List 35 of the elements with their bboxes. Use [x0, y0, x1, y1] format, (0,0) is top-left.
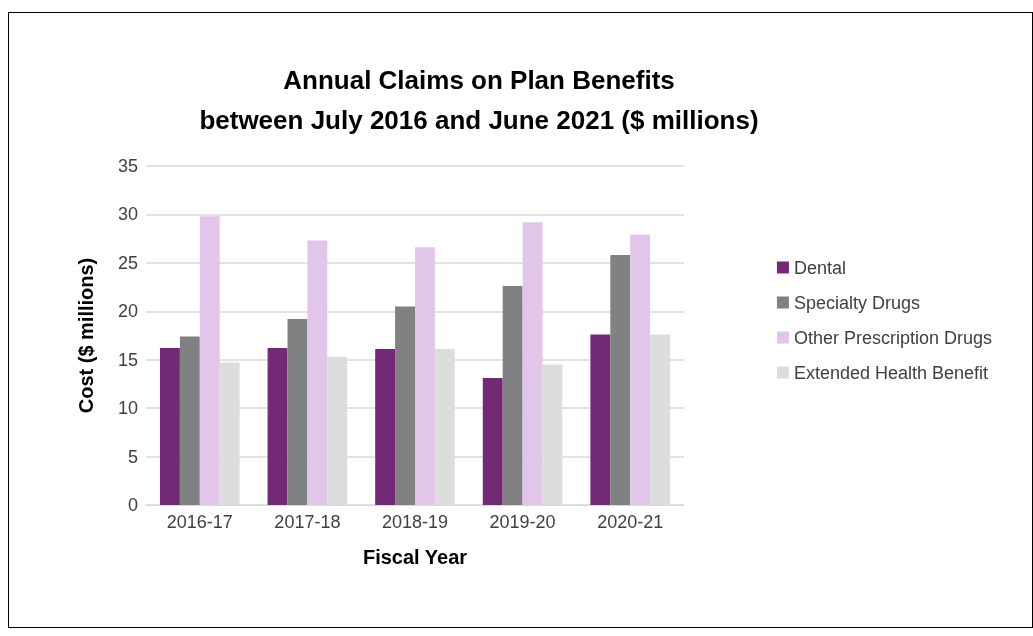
x-tick-label: 2016-17 — [166, 512, 233, 532]
x-tick-label: 2017-18 — [274, 512, 341, 532]
x-tick-label: 2020-21 — [597, 512, 664, 532]
bar — [287, 319, 308, 505]
y-tick-label: 10 — [117, 398, 138, 419]
bar — [179, 336, 200, 505]
bar — [502, 286, 523, 505]
bar — [267, 348, 288, 505]
y-tick-label: 30 — [117, 204, 138, 225]
y-tick-label: 20 — [117, 301, 138, 322]
bar — [522, 222, 543, 505]
x-axis-title: Fiscal Year — [362, 546, 468, 568]
y-tick-label: 35 — [117, 156, 138, 176]
chart-title: Annual Claims on Plan Benefits between July 2016 and June 2021 ($ millions) — [199, 65, 759, 135]
y-tick-label: 15 — [117, 349, 138, 370]
y-tick-label: 25 — [117, 252, 138, 273]
bar — [375, 349, 396, 505]
legend-label: Dental — [793, 257, 846, 278]
legend-label: Extended Health Benefit — [793, 362, 989, 383]
bar — [199, 216, 220, 505]
x-tick-label: 2019-20 — [489, 512, 556, 532]
bar — [630, 234, 651, 505]
bar — [610, 255, 631, 505]
bar — [590, 334, 611, 505]
bar — [395, 306, 415, 505]
y-axis-title: Cost ($ millions) — [75, 257, 97, 414]
x-tick-label: 2018-19 — [381, 512, 449, 532]
legend-label: Specialty Drugs — [793, 292, 920, 313]
y-tick-label: 0 — [127, 495, 138, 515]
legend-label: Other Prescription Drugs — [793, 327, 993, 348]
bar — [307, 240, 328, 505]
bar — [159, 348, 180, 505]
bar — [482, 378, 503, 505]
bar — [415, 247, 435, 505]
y-tick-label: 5 — [127, 446, 138, 467]
